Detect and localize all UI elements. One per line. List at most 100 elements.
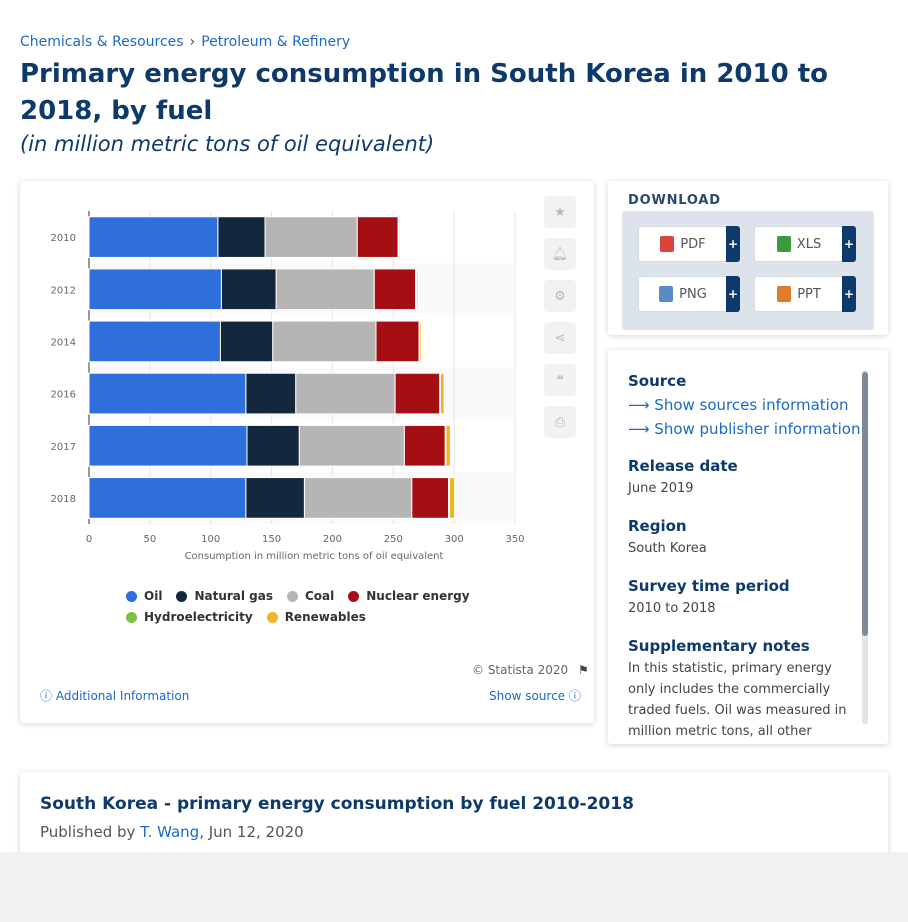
bar-natural-gas-2017: [247, 425, 299, 466]
show-publisher-link[interactable]: ⟶ Show publisher information: [628, 417, 850, 441]
bar-natural-gas-2018: [246, 478, 305, 519]
legend-label: Natural gas: [194, 589, 273, 603]
legend-swatch: [348, 591, 359, 602]
show-source-link[interactable]: Show source ⓘ: [489, 687, 581, 704]
bar-coal-2014: [273, 321, 376, 362]
info-icon: ⓘ: [40, 689, 52, 703]
y-tick-label: 2010: [51, 233, 76, 244]
author-link[interactable]: T. Wang: [140, 823, 199, 841]
print-button[interactable]: ⎙: [544, 406, 576, 438]
cite-button[interactable]: ❝: [544, 364, 576, 396]
legend-label: Oil: [144, 589, 162, 603]
bar-renewables-2017: [446, 425, 450, 466]
download-ppt-button[interactable]: PPT: [754, 276, 844, 312]
star-icon: ★: [554, 205, 566, 220]
x-tick-label: 0: [86, 534, 92, 545]
bar-nuclear-energy-2014: [376, 321, 419, 362]
y-tick-label: 2017: [51, 442, 76, 453]
favorite-button[interactable]: ★: [544, 196, 576, 228]
bar-oil-2010: [89, 217, 218, 258]
legend-label: Nuclear energy: [366, 589, 469, 603]
published-prefix: Published by: [40, 823, 135, 841]
survey-period-value: 2010 to 2018: [628, 598, 850, 619]
legend-swatch: [267, 612, 278, 623]
x-tick-label: 200: [323, 534, 342, 545]
notify-button[interactable]: 🔔︎: [544, 238, 576, 270]
chart-card: 0 50 100 150 200 250 300 350 2010 2012 2014 2016 201…: [20, 181, 594, 723]
x-tick-label: 250: [384, 534, 403, 545]
download-png-button[interactable]: PNG: [638, 276, 728, 312]
download-area: PDF + XLS + PNG + PPT +: [622, 211, 874, 330]
legend-swatch: [287, 591, 298, 602]
show-sources-link[interactable]: ⟶ Show sources information: [628, 393, 850, 417]
bell-icon: 🔔︎: [552, 247, 569, 262]
download-pdf-label: PDF: [680, 237, 705, 252]
download-title: DOWNLOAD: [628, 193, 721, 208]
settings-button[interactable]: ⚙: [544, 280, 576, 312]
download-ppt-plus[interactable]: +: [842, 276, 856, 312]
x-tick-label: 150: [262, 534, 281, 545]
legend-item-nuclear-energy[interactable]: Nuclear energy: [348, 589, 469, 603]
legend-label: Renewables: [285, 610, 366, 624]
copyright-text: © Statista 2020: [472, 663, 568, 677]
bar-natural-gas-2014: [220, 321, 272, 362]
bar-renewables-2014: [420, 321, 422, 362]
legend-item-hydroelectricity[interactable]: Hydroelectricity: [126, 610, 253, 624]
ppt-file-icon: [777, 286, 791, 302]
breadcrumb-link-petroleum[interactable]: Petroleum & Refinery: [201, 34, 350, 50]
download-xls-button[interactable]: XLS: [754, 226, 844, 262]
bar-natural-gas-2010: [218, 217, 265, 258]
source-label: Source: [628, 372, 850, 390]
chart-legend: Oil Natural gas Coal Nuclear energy Hydroel…: [126, 589, 486, 631]
download-xls-label: XLS: [797, 237, 821, 252]
region-label: Region: [628, 517, 850, 535]
x-tick-label: 350: [505, 534, 524, 545]
legend-label: Coal: [305, 589, 334, 603]
legend-item-natural-gas[interactable]: Natural gas: [176, 589, 273, 603]
download-ppt-label: PPT: [797, 287, 821, 302]
gear-icon: ⚙: [554, 289, 566, 304]
y-tick-label: 2016: [51, 390, 76, 401]
publish-date: , Jun 12, 2020: [199, 823, 304, 841]
bar-coal-2016: [296, 373, 395, 414]
bar-nuclear-energy-2017: [404, 425, 445, 466]
print-icon: ⎙: [555, 415, 565, 430]
bar-coal-2010: [265, 217, 357, 258]
bar-coal-2018: [304, 478, 411, 519]
survey-period-label: Survey time period: [628, 577, 850, 595]
png-file-icon: [659, 286, 673, 302]
bar-oil-2017: [89, 425, 247, 466]
xls-file-icon: [777, 236, 791, 252]
y-tick-label: 2012: [51, 285, 76, 296]
legend-item-oil[interactable]: Oil: [126, 589, 162, 603]
notes-label: Supplementary notes: [628, 637, 850, 655]
legend-item-renewables[interactable]: Renewables: [267, 610, 366, 624]
x-tick-label: 100: [201, 534, 220, 545]
stacked-bar-chart: 0 50 100 150 200 250 300 350 2010 2012 2014 2016 201…: [20, 181, 594, 581]
show-sources-label: Show sources information: [654, 396, 848, 414]
legend-item-coal[interactable]: Coal: [287, 589, 334, 603]
download-png-label: PNG: [679, 287, 707, 302]
bar-oil-2018: [89, 478, 246, 519]
bar-nuclear-energy-2018: [412, 478, 449, 519]
download-xls-plus[interactable]: +: [842, 226, 856, 262]
share-icon: ⋖: [555, 331, 566, 346]
info-content: Source ⟶ Show sources information ⟶ Show…: [628, 372, 850, 744]
bar-oil-2014: [89, 321, 220, 362]
release-date-value: June 2019: [628, 478, 850, 499]
download-pdf-plus[interactable]: +: [726, 226, 740, 262]
bar-renewables-2018: [449, 478, 454, 519]
additional-info-link[interactable]: ⓘ Additional Information: [40, 687, 189, 704]
download-pdf-button[interactable]: PDF: [638, 226, 728, 262]
breadcrumb-link-chemicals[interactable]: Chemicals & Resources: [20, 34, 184, 50]
page: Chemicals & Resources › Petroleum & Refi…: [0, 0, 908, 852]
breadcrumb-separator: ›: [190, 34, 196, 50]
download-png-plus[interactable]: +: [726, 276, 740, 312]
bar-oil-2016: [89, 373, 246, 414]
flag-icon[interactable]: ⚑: [578, 663, 589, 677]
download-card: DOWNLOAD PDF + XLS + PNG + PPT +: [608, 181, 888, 335]
legend-swatch: [126, 591, 137, 602]
share-button[interactable]: ⋖: [544, 322, 576, 354]
info-scrollbar-thumb[interactable]: [862, 372, 868, 636]
bar-coal-2012: [276, 269, 374, 310]
